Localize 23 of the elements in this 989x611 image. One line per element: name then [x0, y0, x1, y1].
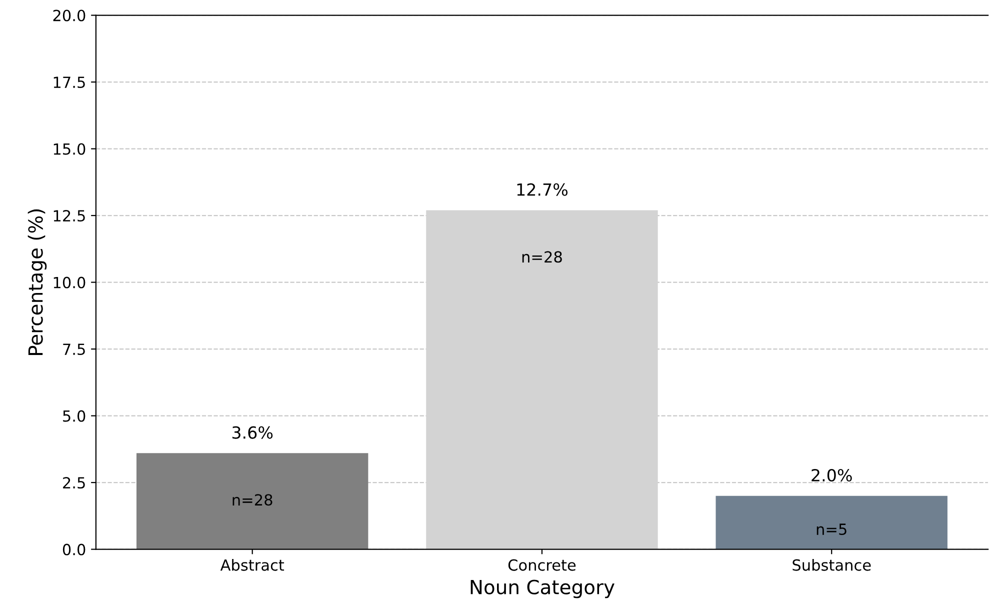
y-tick-label: 17.5 [54, 76, 85, 88]
x-tick-label: Abstract [220, 559, 284, 571]
bar [716, 496, 948, 550]
y-tick-label: 0.0 [62, 544, 86, 556]
y-tick-label: 10.0 [54, 276, 86, 288]
y-tick-label: 2.5 [63, 477, 85, 489]
data-label: 3.6% [232, 426, 273, 439]
data-label: 2.0% [812, 468, 852, 482]
y-tick-label: 20.0 [53, 10, 86, 22]
x-tick-label: Substance [792, 559, 871, 571]
annotation: n=28 [522, 251, 562, 263]
y-tick-label: 5.0 [63, 410, 86, 422]
x-tick-label: Concrete [508, 559, 576, 571]
y-axis-title: Percentage (%) [28, 209, 47, 355]
data-label: 12.7% [517, 183, 568, 196]
annotation: n=5 [816, 524, 846, 536]
annotation: n=28 [232, 494, 272, 506]
bar [136, 453, 368, 550]
x-axis-title: Noun Category [470, 580, 614, 598]
y-tick-label: 12.5 [54, 210, 85, 222]
y-tick-label: 7.5 [63, 344, 85, 356]
y-tick-label: 15.0 [54, 143, 86, 155]
bar [426, 210, 658, 550]
